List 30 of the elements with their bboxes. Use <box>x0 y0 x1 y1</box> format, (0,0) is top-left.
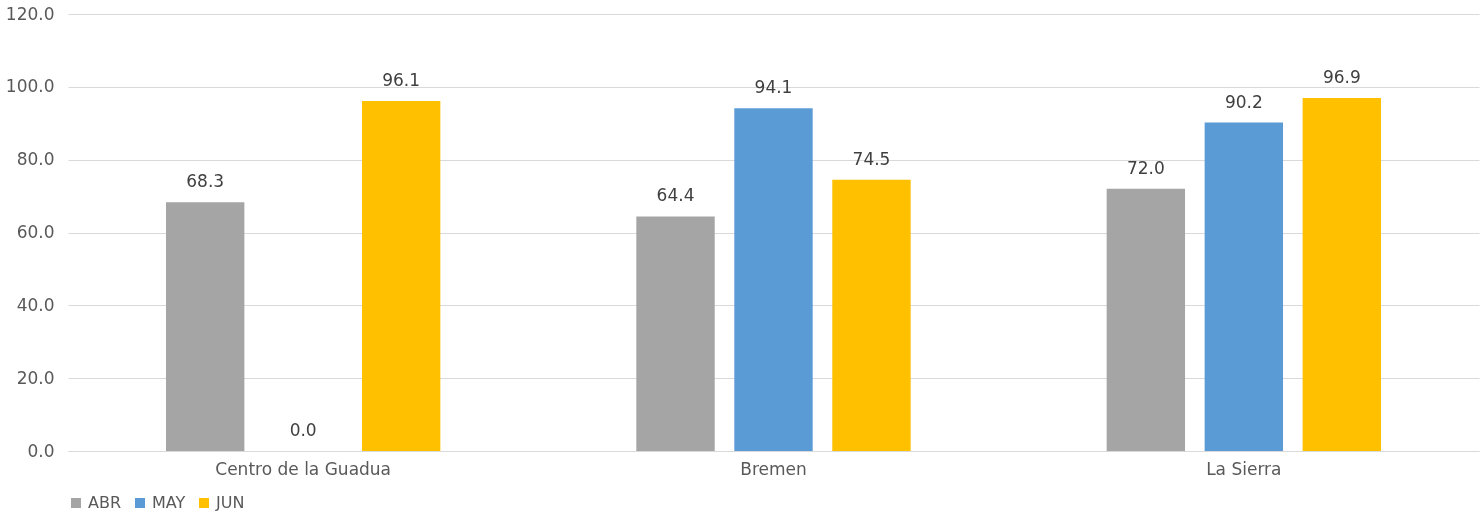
data-label: 0.0 <box>289 420 317 440</box>
data-label: 94.1 <box>754 77 793 98</box>
bar <box>636 216 715 451</box>
legend-label: MAY <box>152 493 186 512</box>
bar <box>734 108 813 451</box>
y-tick-label: 60.0 <box>16 222 55 242</box>
legend-label: ABR <box>88 493 122 512</box>
bar <box>832 179 911 451</box>
bar <box>165 202 245 451</box>
bar <box>361 101 441 451</box>
data-label: 96.1 <box>382 70 421 91</box>
x-tick-label: Centro de la Guadua <box>215 458 392 479</box>
y-tick-label: 80.0 <box>16 149 55 170</box>
y-tick-label: 20.0 <box>16 367 55 388</box>
data-label: 72.0 <box>1126 157 1165 178</box>
bar <box>1204 122 1284 451</box>
y-tick-label: 40.0 <box>16 294 55 315</box>
data-label: 90.2 <box>1224 91 1263 112</box>
x-tick-label: La Sierra <box>1206 458 1282 479</box>
bar <box>1302 98 1382 451</box>
y-tick-label: 100.0 <box>5 76 55 97</box>
data-label: 74.5 <box>852 148 891 169</box>
y-tick-label: 120.0 <box>5 3 55 24</box>
x-tick-label: Bremen <box>740 458 807 479</box>
data-label: 96.9 <box>1322 67 1361 88</box>
data-label: 68.3 <box>186 171 225 192</box>
legend-label: JUN <box>215 493 245 512</box>
bar <box>1106 188 1186 451</box>
y-tick-label: 0.0 <box>27 440 55 461</box>
data-label: 64.4 <box>656 185 695 206</box>
